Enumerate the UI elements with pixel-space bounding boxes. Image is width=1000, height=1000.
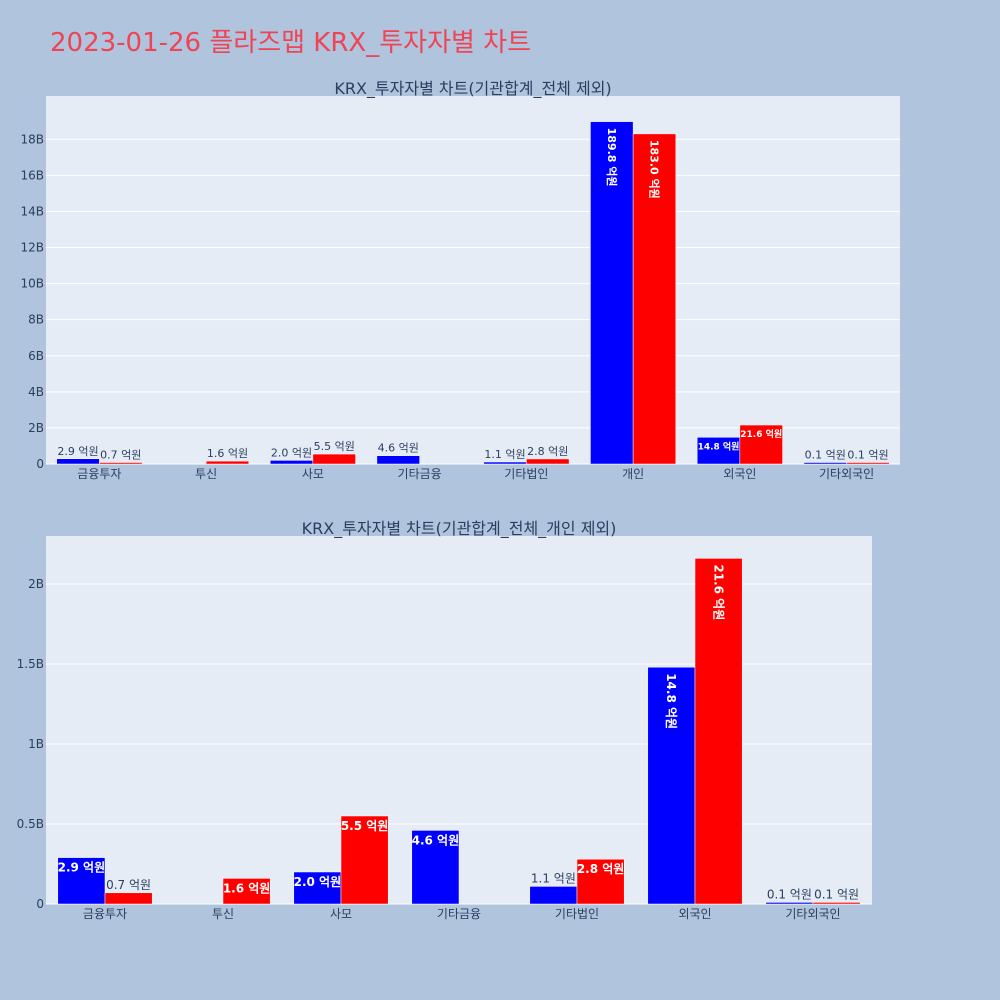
- bar: [205, 460, 250, 465]
- bar: [312, 453, 356, 465]
- y-tick-label: 14B: [20, 204, 44, 218]
- bar: [765, 902, 814, 905]
- y-tick-label: 4B: [28, 385, 44, 399]
- bar: [694, 558, 743, 905]
- bar-value-label: 1.1 억원: [484, 448, 525, 461]
- bar-value-label: 183.0 억원: [648, 140, 662, 199]
- bar: [647, 666, 696, 905]
- bar-value-label: 2.9 억원: [58, 861, 106, 875]
- plot-area-top: [46, 96, 900, 464]
- y-tick-label: 18B: [20, 132, 44, 146]
- page-title: 2023-01-26 플라즈맵 KRX_투자자별 차트: [50, 28, 532, 58]
- bar: [340, 815, 389, 905]
- bar: [590, 121, 634, 465]
- bar-value-label: 0.7 억원: [106, 878, 151, 892]
- bar: [696, 437, 741, 465]
- y-tick-label: 1B: [28, 737, 44, 751]
- x-tick-label: 기타법인: [504, 467, 548, 481]
- bar: [846, 462, 890, 465]
- y-tick-label: 0: [36, 897, 44, 911]
- bar-value-label: 0.1 억원: [767, 887, 812, 901]
- bar-value-label: 1.1 억원: [531, 871, 576, 885]
- x-tick-label: 기타금융: [398, 467, 442, 481]
- x-tick-label: 투신: [195, 467, 217, 481]
- bar: [56, 458, 100, 465]
- bar-value-label: 4.6 억원: [412, 833, 460, 847]
- y-tick-label: 12B: [20, 241, 44, 255]
- y-tick-label: 2B: [28, 577, 44, 591]
- x-tick-label: 금융투자: [77, 467, 121, 481]
- bar-value-label: 5.5 억원: [314, 440, 355, 453]
- x-tick-label: 사모: [330, 907, 352, 921]
- x-tick-label: 기타외국인: [819, 467, 874, 481]
- bar: [812, 902, 861, 905]
- bar-value-label: 0.1 억원: [847, 449, 888, 462]
- bar-value-label: 2.8 억원: [577, 862, 625, 876]
- bar-value-label: 2.0 억원: [294, 875, 342, 889]
- y-tick-label: 0: [36, 457, 44, 471]
- x-tick-label: 금융투자: [83, 907, 127, 921]
- bar: [526, 458, 570, 465]
- bar-value-label: 0.7 억원: [100, 449, 141, 462]
- x-tick-label: 기타외국인: [785, 907, 840, 921]
- chart-title: KRX_투자자별 차트(기관합계_전체 제외): [334, 79, 611, 99]
- bar-value-label: 14.8 억원: [664, 673, 678, 729]
- y-tick-label: 1.5B: [17, 657, 44, 671]
- y-tick-label: 10B: [20, 277, 44, 291]
- bar: [99, 462, 143, 465]
- x-tick-label: 외국인: [678, 907, 711, 921]
- bar-value-label: 189.8 억원: [605, 128, 619, 187]
- bar: [632, 133, 677, 465]
- bar: [222, 878, 271, 905]
- bar: [104, 892, 153, 905]
- bar: [739, 424, 783, 465]
- y-tick-label: 0.5B: [17, 817, 44, 831]
- y-tick-label: 16B: [20, 168, 44, 182]
- bar-value-label: 2.9 억원: [57, 445, 98, 458]
- bar: [529, 886, 578, 905]
- bar-value-label: 14.8 억원: [698, 440, 740, 452]
- x-tick-label: 개인: [622, 467, 644, 481]
- x-tick-label: 사모: [302, 467, 324, 481]
- bar-value-label: 2.8 억원: [527, 445, 568, 458]
- y-tick-label: 2B: [28, 421, 44, 435]
- bar: [411, 830, 460, 905]
- bar: [376, 455, 420, 465]
- x-tick-label: 기타법인: [555, 907, 599, 921]
- bar-value-label: 4.6 억원: [378, 442, 419, 455]
- y-tick-label: 8B: [28, 313, 44, 327]
- bar-value-label: 1.6 억원: [207, 447, 248, 460]
- bar-value-label: 21.6 억원: [711, 564, 725, 620]
- bar-value-label: 2.0 억원: [271, 446, 312, 459]
- chart-title: KRX_투자자별 차트(기관합계_전체_개인 제외): [302, 519, 617, 539]
- bar-value-label: 0.1 억원: [814, 887, 859, 901]
- bar-value-label: 1.6 억원: [223, 881, 271, 895]
- bar: [576, 858, 625, 905]
- x-tick-label: 기타금융: [437, 907, 481, 921]
- y-tick-label: 6B: [28, 349, 44, 363]
- bar: [57, 857, 106, 905]
- bar-value-label: 0.1 억원: [805, 449, 846, 462]
- bar-value-label: 21.6 억원: [740, 428, 782, 440]
- x-tick-label: 투신: [212, 907, 234, 921]
- bar: [293, 871, 342, 905]
- bar-value-label: 5.5 억원: [341, 819, 389, 833]
- x-tick-label: 외국인: [723, 467, 756, 481]
